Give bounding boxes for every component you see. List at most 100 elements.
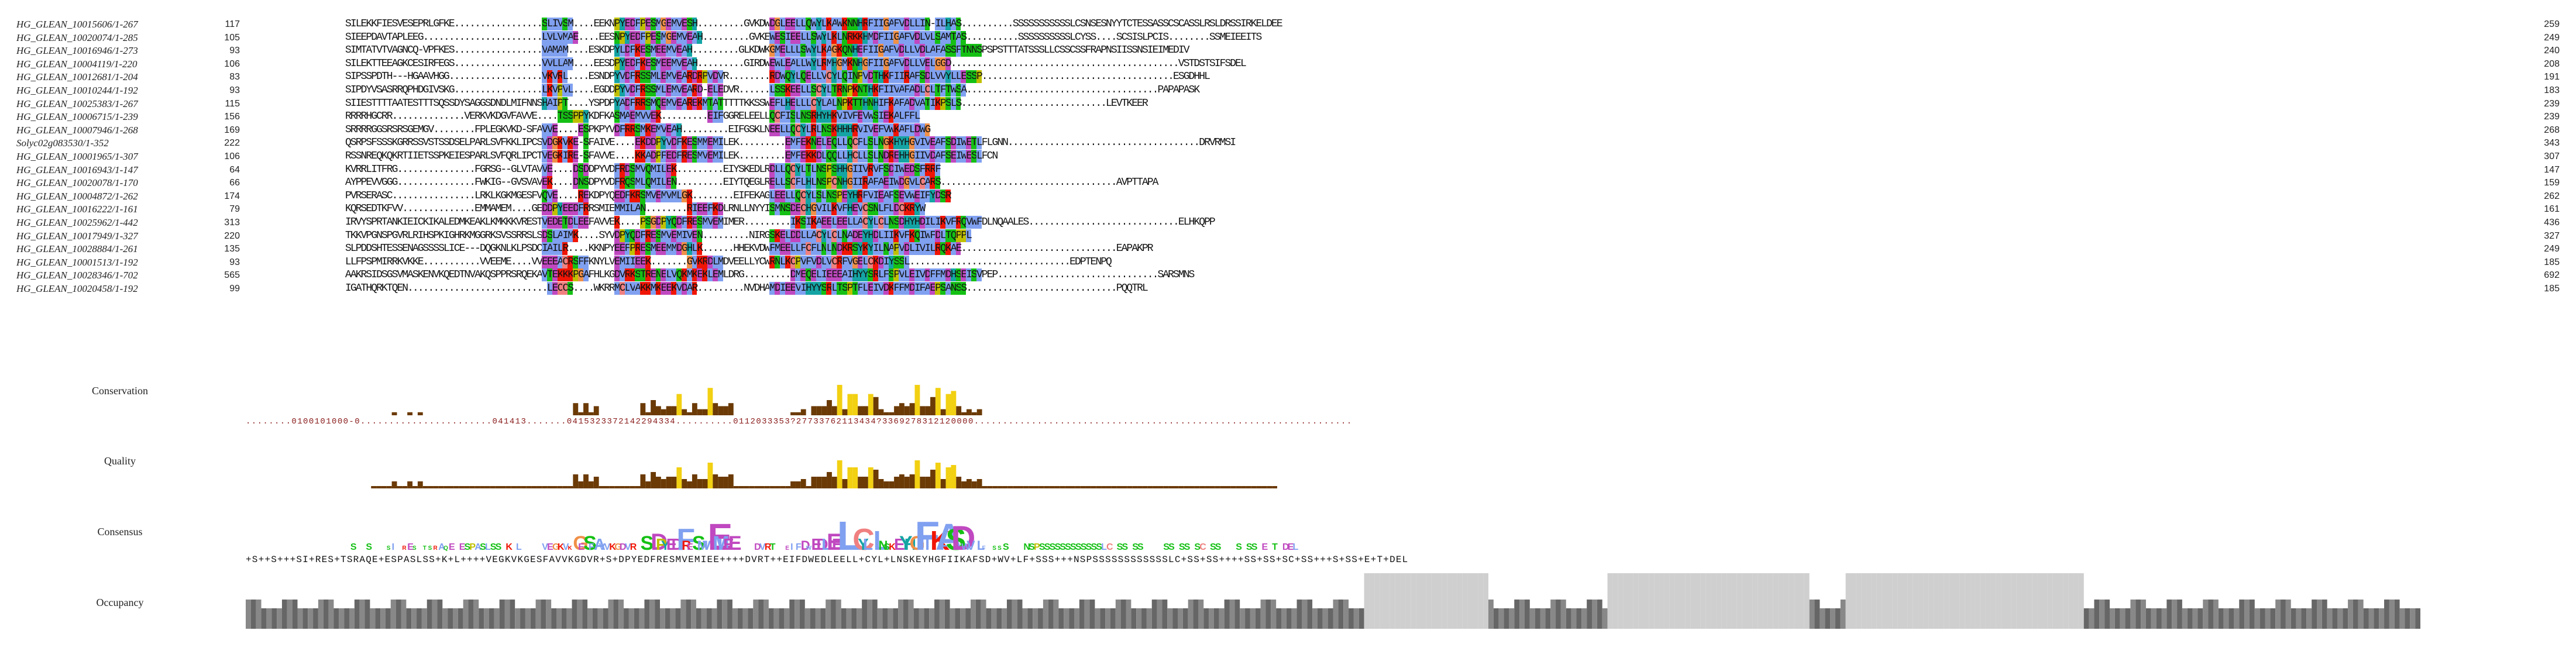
sequence-name[interactable]: HG_GLEAN_10001965/1-307	[16, 151, 138, 162]
occupancy-bar	[1146, 608, 1152, 629]
quality-bar	[624, 486, 630, 488]
sequence-name[interactable]: HG_GLEAN_10020078/1-170	[16, 177, 138, 189]
occupancy-bar	[1545, 608, 1551, 629]
occupancy-bar	[1612, 573, 1618, 629]
occupancy-bar	[2249, 600, 2255, 629]
sequence-residues[interactable]: SIEEPDAVTAPLEEG.......................LV…	[345, 30, 1263, 44]
occupancy-bar	[2037, 573, 2042, 629]
occupancy-bar	[1602, 608, 1608, 629]
sequence-residues[interactable]: RSSNREQKQKRTIIETSSPKEIESPARLSVFQRLIPCTVE…	[345, 150, 999, 163]
sequence-name[interactable]: HG_GLEAN_10025962/1-442	[16, 217, 138, 228]
sequence-residues[interactable]: SIPDYVSASRRQPHDGIVSKG.................LK…	[345, 84, 1201, 97]
occupancy-bar	[1705, 573, 1711, 629]
occupancy-bar	[530, 608, 536, 629]
sequence-residues[interactable]: SRRRRGGSRSRSGEMGV........FPLEGKVKD-SFAVV…	[345, 123, 931, 136]
sequence-residues[interactable]: AYPPEVVGGG...............FWKIG--GVSVAVEK…	[345, 176, 1159, 190]
occupancy-bar	[556, 608, 562, 629]
conservation-bar	[914, 385, 920, 415]
quality-bar	[407, 481, 413, 488]
quality-bar	[1018, 486, 1024, 488]
consensus-logo-letter: D	[672, 535, 683, 553]
consensus-logo-letter: E	[1261, 542, 1268, 552]
consensus-logo-letter: L	[1293, 542, 1299, 552]
sequence-residues[interactable]: PVRSERASC................LRKLKGKMGESFVQV…	[345, 189, 952, 202]
sequence-name[interactable]: HG_GLEAN_10012681/1-204	[16, 71, 138, 83]
sequence-name[interactable]: HG_GLEAN_10007946/1-268	[16, 124, 138, 136]
occupancy-bar	[354, 600, 360, 629]
sequence-name[interactable]: HG_GLEAN_10016222/1-161	[16, 204, 138, 215]
consensus-logo-letter: M	[697, 538, 708, 553]
sequence-residues[interactable]: LLFPSPMIRRKVKKE...........VVEEME....VVEE…	[345, 255, 1112, 268]
consensus-logo-letter: S	[1091, 542, 1097, 552]
sequence-residues[interactable]: SILEKTTEEAGKCESIRFEGS.................VV…	[345, 57, 1247, 70]
occupancy-bar	[971, 600, 976, 629]
occupancy-bar	[1509, 608, 1515, 629]
occupancy-bar	[944, 600, 950, 629]
quality-bar	[795, 481, 801, 488]
sequence-residues[interactable]: SIPSSPDTH---HGAAVHGG..................VK…	[345, 70, 1210, 84]
sequence-name[interactable]: HG_GLEAN_10020458/1-192	[16, 283, 138, 294]
occupancy-bar	[2374, 608, 2379, 629]
consensus-logo-letter: G	[573, 532, 588, 553]
quality-bar	[1080, 486, 1086, 488]
quality-bar	[422, 486, 428, 488]
sequence-name[interactable]: HG_GLEAN_10004119/1-220	[16, 58, 137, 70]
occupancy-bar	[318, 600, 324, 629]
consensus-logo-letter: T	[423, 545, 427, 552]
quality-bar	[1111, 486, 1117, 488]
occupancy-bar	[1033, 608, 1038, 629]
occupancy-bar	[2114, 608, 2120, 629]
sequence-start: 115	[225, 98, 240, 109]
conservation-bar	[852, 394, 858, 415]
sequence-residues[interactable]: SLPDDSHTESSENAGSSSSLICE---DQGKNLKLPSDCIA…	[345, 242, 1154, 256]
sequence-residues[interactable]: QSRPSFSSSKGRRSSVSTSSDSELPARLSVFKKLIPCSVD…	[345, 136, 1237, 150]
sequence-residues[interactable]: SIIESTTTTAATESTTTSQSSDYSAGGSDNDLMIFNNSHA…	[345, 97, 1148, 110]
sequence-residues[interactable]: TKKVPGNSPGVRLRIHSPKIGHRKMGGRKSVSSRRSLSDS…	[345, 229, 973, 242]
sequence-name[interactable]: HG_GLEAN_10016946/1-273	[16, 45, 138, 57]
sequence-name[interactable]: HG_GLEAN_10010244/1-192	[16, 85, 138, 96]
occupancy-bar	[1633, 573, 1639, 629]
quality-bar	[951, 465, 957, 488]
sequence-residues[interactable]: SILEKKFIESVESEPRLGFKE.................SL…	[345, 18, 1283, 30]
quality-bar	[992, 486, 998, 488]
occupancy-bar	[2006, 573, 2011, 629]
occupancy-bar	[680, 600, 686, 629]
occupancy-bar	[535, 600, 541, 629]
sequence-name[interactable]: HG_GLEAN_10016943/1-147	[16, 164, 138, 175]
occupancy-bar	[2177, 600, 2182, 629]
occupancy-bar	[665, 608, 670, 629]
sequence-name[interactable]: HG_GLEAN_10028884/1-261	[16, 243, 138, 255]
consensus-logo-letter: I	[920, 535, 924, 553]
occupancy-bar	[1587, 600, 1592, 629]
occupancy-bar	[2254, 608, 2260, 629]
sequence-name[interactable]: HG_GLEAN_10001513/1-192	[16, 256, 138, 268]
occupancy-bar	[660, 608, 665, 629]
occupancy-bar	[2197, 608, 2203, 629]
occupancy-bar	[2099, 600, 2105, 629]
sequence-start: 565	[224, 270, 240, 281]
quality-bar	[925, 477, 931, 488]
sequence-residues[interactable]: KVRRLITFRG...............FGRSG--GLVTAVVE…	[345, 163, 941, 176]
consensus-logo-letter: S	[1003, 542, 1009, 552]
sequence-residues[interactable]: IRVYSPRTANKIEICKIKALEDMKEAKLKMKKKVRESTVE…	[345, 216, 1216, 229]
sequence-name[interactable]: Solyc02g083530/1-352	[16, 137, 109, 149]
occupancy-bar	[1985, 573, 1991, 629]
sequence-name[interactable]: HG_GLEAN_10006715/1-239	[16, 111, 138, 123]
consensus-logo-letter: S	[387, 545, 391, 552]
occupancy-bar	[1012, 600, 1017, 629]
sequence-name[interactable]: HG_GLEAN_10020074/1-285	[16, 32, 138, 43]
sequence-name[interactable]: HG_GLEAN_10025383/1-267	[16, 98, 138, 109]
occupancy-bar	[328, 600, 334, 629]
sequence-name[interactable]: HG_GLEAN_10028346/1-702	[16, 270, 138, 281]
quality-bar	[682, 479, 687, 488]
sequence-name[interactable]: HG_GLEAN_10004872/1-262	[16, 190, 138, 202]
sequence-residues[interactable]: IGATHQRKTQEN...........................L…	[345, 282, 1148, 295]
sequence-residues[interactable]: RRRRHGCRR..............VERKVKDGVFAVVE...…	[345, 110, 921, 123]
sequence-residues[interactable]: SIMTATVTVAGNCQ-VPFKES.................VA…	[345, 44, 1190, 57]
sequence-name[interactable]: HG_GLEAN_10015606/1-267	[16, 19, 138, 30]
sequence-residues[interactable]: KQRSEDTKFVV..............EMMAMEM....GEDD…	[345, 202, 926, 216]
sequence-end: 183	[2544, 85, 2560, 95]
sequence-residues[interactable]: AAKRSIDSGSVMASKENVKQEDTNVAKQSPPRSRQEKAVT…	[345, 268, 1195, 282]
sequence-name[interactable]: HG_GLEAN_10017949/1-327	[16, 230, 138, 242]
occupancy-bar	[1576, 608, 1582, 629]
